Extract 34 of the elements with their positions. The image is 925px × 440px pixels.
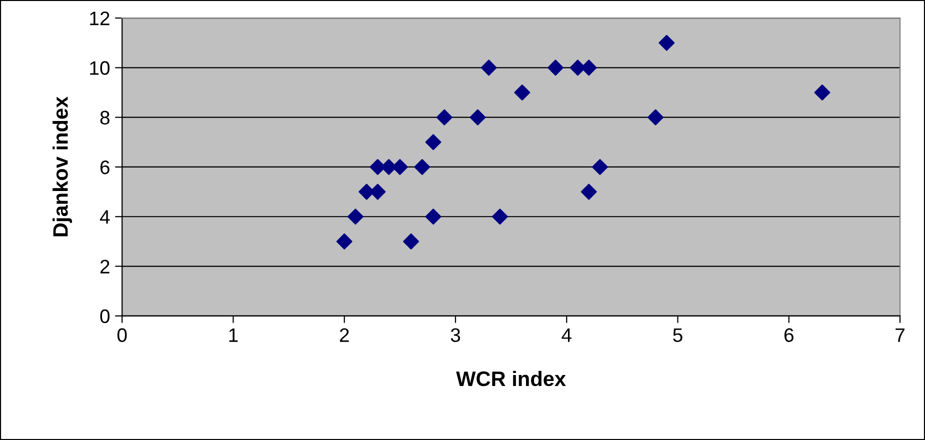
point: [580, 184, 597, 200]
point: [814, 84, 830, 100]
point: [658, 34, 675, 51]
y-tick-label: 12: [90, 12, 110, 26]
x-tick-label: 1: [229, 328, 238, 342]
point: [348, 208, 364, 225]
y-tick-label: 4: [100, 210, 110, 224]
point: [414, 159, 430, 175]
y-tick-label: 8: [100, 110, 110, 125]
x-tick-label: 0: [117, 328, 127, 342]
x-tick-label: 6: [784, 328, 794, 342]
point: [425, 134, 442, 150]
point: [648, 109, 664, 126]
x-tick-label: 7: [896, 328, 904, 342]
point: [514, 84, 530, 100]
point: [425, 208, 442, 225]
x-tick-label: 3: [450, 328, 460, 342]
point: [436, 109, 452, 126]
point: [403, 233, 420, 250]
point: [470, 109, 486, 126]
point: [336, 233, 352, 250]
y-tick-label: 0: [100, 309, 110, 324]
x-tick-label: 4: [562, 328, 572, 342]
point: [480, 60, 497, 76]
y-axis-title: Djankov index: [52, 96, 72, 236]
x-tick-label: 2: [340, 328, 349, 342]
y-tick-label: 6: [100, 160, 110, 174]
y-tick-label: 10: [90, 61, 110, 75]
x-axis-title: WCR index: [456, 370, 566, 386]
point: [548, 60, 564, 76]
point: [492, 208, 508, 225]
y-tick-label: 2: [100, 260, 110, 274]
x-tick-label: 5: [673, 328, 682, 342]
point: [592, 159, 608, 175]
